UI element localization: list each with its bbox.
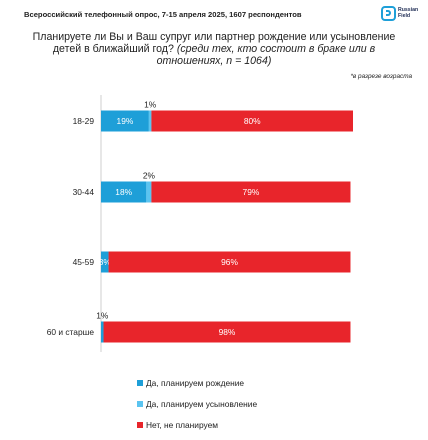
- bar-segment: [101, 321, 104, 343]
- bar-segment: [151, 110, 353, 132]
- category-label: 60 и старше: [47, 327, 95, 337]
- title-subtitle: (среди тех, кто состоит в браке или в от…: [156, 43, 376, 68]
- bar-segment: [146, 181, 152, 203]
- bar-segment: [108, 251, 351, 273]
- legend-swatch-no: [137, 422, 143, 428]
- bar-segment: [103, 321, 351, 343]
- legend-swatch-birth: [137, 380, 143, 386]
- category-label: 30-44: [73, 187, 95, 197]
- logo-text: Russian Field: [398, 7, 419, 19]
- category-label: 45-59: [73, 257, 95, 267]
- bar-segment: [101, 110, 149, 132]
- data-label: 80%: [244, 116, 261, 126]
- chart-title: Планируете ли Вы и Ваш супруг или партне…: [20, 31, 408, 68]
- logo-icon: [381, 6, 396, 21]
- source-text: Всероссийский телефонный опрос, 7-15 апр…: [24, 10, 302, 19]
- data-label: 1%: [144, 100, 157, 110]
- bar-segment: [101, 251, 109, 273]
- data-label: 18%: [115, 187, 132, 197]
- data-label: 1%: [96, 311, 109, 321]
- category-label: 18-29: [73, 116, 95, 126]
- age-breakdown-note: *в разрезе возраста: [350, 73, 412, 80]
- data-label: 79%: [243, 187, 260, 197]
- bar-segment: [101, 181, 147, 203]
- data-label: 96%: [221, 257, 238, 267]
- data-label: 19%: [117, 116, 134, 126]
- bar-segment: [148, 110, 152, 132]
- legend-swatch-adoption: [137, 401, 143, 407]
- russian-field-logo: Russian Field: [381, 6, 421, 24]
- data-label: 3%: [99, 257, 112, 267]
- bar-segment: [151, 181, 351, 203]
- legend-label-no: Нет, не планируем: [146, 420, 219, 430]
- legend-label-birth: Да, планируем рождение: [146, 378, 245, 388]
- data-label: 98%: [219, 327, 236, 337]
- legend-label-adoption: Да, планируем усыновление: [146, 399, 258, 409]
- data-label: 2%: [143, 171, 156, 181]
- header: Всероссийский телефонный опрос, 7-15 апр…: [0, 0, 428, 30]
- title-main: Планируете ли Вы и Ваш супруг или партне…: [32, 31, 396, 56]
